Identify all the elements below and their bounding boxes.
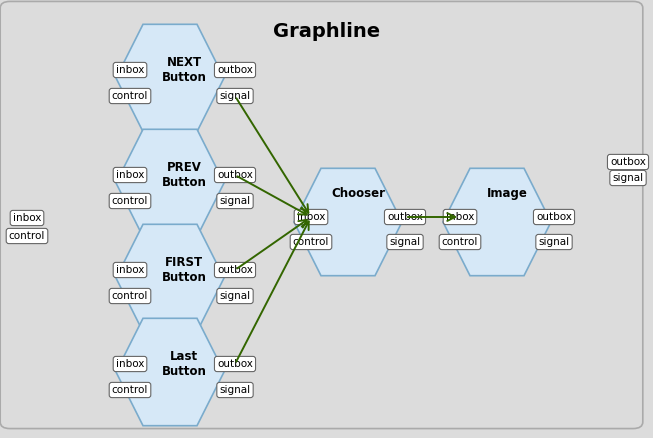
Text: inbox: inbox	[297, 212, 325, 222]
Text: control: control	[8, 231, 45, 241]
Polygon shape	[116, 318, 224, 426]
Text: inbox: inbox	[116, 359, 144, 369]
Text: control: control	[112, 291, 148, 301]
Text: FIRST
Button: FIRST Button	[161, 256, 206, 284]
Polygon shape	[116, 224, 224, 332]
Text: signal: signal	[219, 385, 251, 395]
Text: signal: signal	[219, 291, 251, 301]
Polygon shape	[116, 24, 224, 132]
Text: outbox: outbox	[217, 359, 253, 369]
Text: signal: signal	[539, 237, 569, 247]
Text: control: control	[112, 196, 148, 206]
Text: inbox: inbox	[116, 265, 144, 275]
Text: PREV
Button: PREV Button	[161, 161, 206, 189]
Text: Last
Button: Last Button	[161, 350, 206, 378]
Text: inbox: inbox	[116, 65, 144, 75]
Text: outbox: outbox	[217, 170, 253, 180]
Text: signal: signal	[219, 91, 251, 101]
Text: Graphline: Graphline	[273, 22, 380, 41]
Text: control: control	[112, 385, 148, 395]
Polygon shape	[443, 168, 551, 276]
Text: signal: signal	[389, 237, 421, 247]
FancyBboxPatch shape	[0, 1, 643, 428]
Polygon shape	[294, 168, 402, 276]
Text: outbox: outbox	[217, 65, 253, 75]
Text: outbox: outbox	[610, 157, 646, 167]
Text: Chooser: Chooser	[331, 187, 385, 201]
Text: outbox: outbox	[387, 212, 423, 222]
Text: inbox: inbox	[446, 212, 474, 222]
Text: signal: signal	[613, 173, 644, 183]
Text: inbox: inbox	[116, 170, 144, 180]
Text: signal: signal	[219, 196, 251, 206]
Text: outbox: outbox	[217, 265, 253, 275]
Text: inbox: inbox	[13, 213, 41, 223]
Text: outbox: outbox	[536, 212, 572, 222]
Text: NEXT
Button: NEXT Button	[161, 56, 206, 84]
Text: control: control	[293, 237, 329, 247]
Polygon shape	[116, 129, 224, 237]
Text: control: control	[112, 91, 148, 101]
Text: control: control	[442, 237, 478, 247]
Text: Image: Image	[486, 187, 528, 201]
